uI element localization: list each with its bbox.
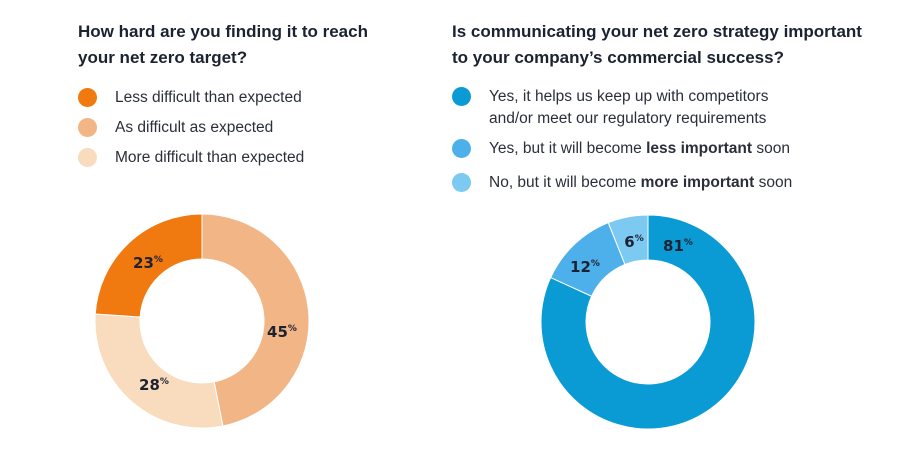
right-donut-chart: 81% 12% 6% [540,214,756,430]
left-title-line2: your net zero target? [78,48,248,67]
left-chart-title: How hard are you finding it to reach you… [78,19,368,71]
donut-slice [540,214,756,430]
left-donut-chart: 45% 28% 23% [94,213,310,429]
legend-label-post: soon [752,140,790,157]
donut-slice [94,213,203,318]
legend-label: Yes, it helps us keep up with competitor… [489,86,768,130]
right-legend: Yes, it helps us keep up with competitor… [452,86,792,206]
right-title-line1: Is communicating your net zero strategy … [452,22,862,41]
legend-label: As difficult as expected [115,119,274,136]
slice-value-label: 28% [139,376,169,394]
donut-slice [94,313,224,429]
left-title-line1: How hard are you finding it to reach [78,22,368,41]
legend-swatch-more-important [452,173,471,192]
slice-value-label: 45% [267,323,297,341]
legend-label: No, but it will become more important so… [489,172,792,194]
legend-label-bold: less important [646,140,753,157]
legend-label-pre: No, but it will become [489,174,641,191]
legend-label-line2: and/or meet our regulatory requirements [489,110,767,127]
legend-item-less-important: Yes, but it will become less important s… [452,138,792,160]
legend-swatch-less-difficult [78,88,97,107]
slice-value-label: 6% [624,233,643,251]
slice-value-label: 12% [570,258,600,276]
legend-swatch-as-difficult [78,118,97,137]
legend-label-line1: Yes, it helps us keep up with competitor… [489,88,769,105]
legend-item-more-important: No, but it will become more important so… [452,172,792,194]
legend-label: Yes, but it will become less important s… [489,138,790,160]
legend-item-more-difficult: More difficult than expected [78,146,304,176]
right-title-line2: to your company’s commercial success? [452,48,784,67]
donut-slice [201,213,310,427]
slice-value-label: 81% [663,237,693,255]
legend-label: Less difficult than expected [115,89,302,106]
donut-slice [607,214,649,266]
legend-item-yes-helps: Yes, it helps us keep up with competitor… [452,86,792,130]
legend-item-less-difficult: Less difficult than expected [78,86,304,116]
left-panel: How hard are you finding it to reach you… [78,0,438,450]
legend-label-pre: Yes, but it will become [489,140,647,157]
right-chart-title: Is communicating your net zero strategy … [452,19,862,71]
right-panel: Is communicating your net zero strategy … [452,0,892,450]
legend-swatch-less-important [452,139,471,158]
legend-label-bold: more important [640,174,755,191]
legend-label-post: soon [754,174,793,191]
legend-swatch-more-difficult [78,148,97,167]
left-legend: Less difficult than expected As difficul… [78,86,304,176]
legend-swatch-yes-helps [452,87,471,106]
legend-label: More difficult than expected [115,149,305,166]
legend-item-as-difficult: As difficult as expected [78,116,304,146]
slice-value-label: 23% [133,254,163,272]
